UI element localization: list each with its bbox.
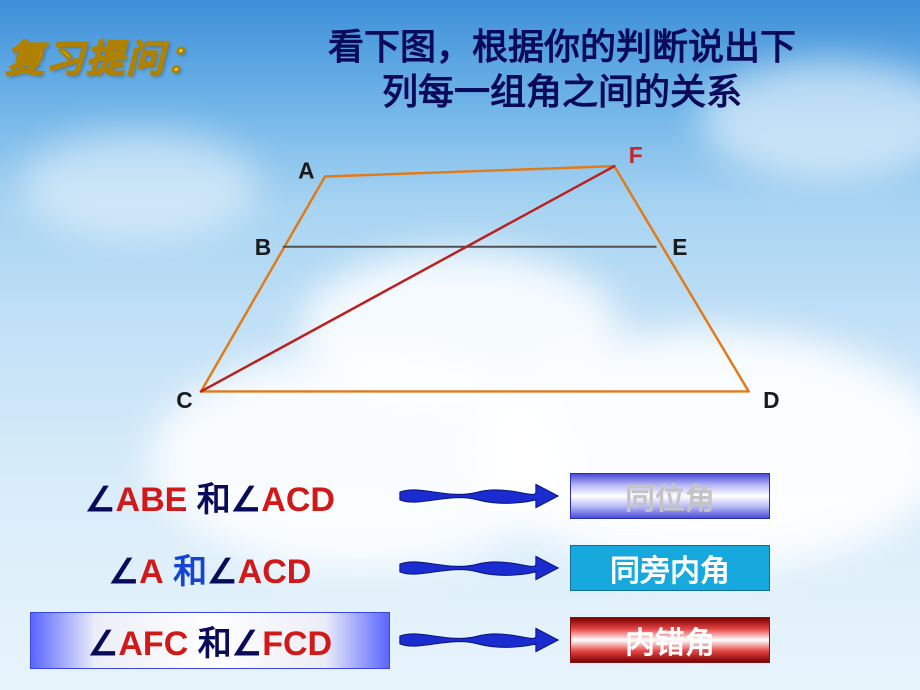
angle-type-tag: 同旁内角 bbox=[570, 545, 770, 591]
diagram-edge bbox=[201, 166, 614, 391]
diagram-edge bbox=[325, 166, 614, 176]
vertex-label-B: B bbox=[255, 234, 271, 260]
arrow-icon bbox=[390, 478, 570, 514]
arrow-icon bbox=[390, 550, 570, 586]
angle-type-tag: 内错角 bbox=[570, 617, 770, 663]
vertex-label-D: D bbox=[763, 387, 779, 413]
vertex-label-E: E bbox=[672, 234, 687, 260]
question-line-1: 看下图，根据你的判断说出下 bbox=[328, 26, 796, 67]
question-text: 看下图，根据你的判断说出下 列每一组角之间的关系 bbox=[242, 24, 882, 114]
vertex-label-C: C bbox=[176, 387, 192, 413]
vertex-label-F: F bbox=[629, 142, 643, 168]
diagram-edge bbox=[201, 177, 325, 392]
question-line-2: 列每一组角之间的关系 bbox=[382, 71, 742, 112]
angle-pair-expression: ∠A 和∠ACD bbox=[30, 544, 390, 593]
answer-row: ∠AFC 和∠FCD 内错角 bbox=[30, 614, 890, 666]
arrow-icon bbox=[390, 622, 570, 658]
diagram-edge bbox=[614, 166, 748, 391]
angle-type-tag: 同位角 bbox=[570, 473, 770, 519]
angle-pair-expression: ∠ABE 和∠ACD bbox=[30, 472, 390, 521]
section-heading: 复习提问： bbox=[6, 28, 206, 83]
angle-pair-expression: ∠AFC 和∠FCD bbox=[30, 612, 390, 669]
geometry-diagram: A F B E C D bbox=[170, 140, 790, 430]
answer-row: ∠ABE 和∠ACD 同位角 bbox=[30, 470, 890, 522]
answer-rows: ∠ABE 和∠ACD 同位角 ∠A 和∠ACD 同旁内角 ∠AFC 和∠FCD 内错角 bbox=[30, 470, 890, 686]
answer-row: ∠A 和∠ACD 同旁内角 bbox=[30, 542, 890, 594]
vertex-label-A: A bbox=[298, 158, 314, 184]
slide-stage: 复习提问： 看下图，根据你的判断说出下 列每一组角之间的关系 A F B E C D ∠A… bbox=[0, 0, 920, 690]
